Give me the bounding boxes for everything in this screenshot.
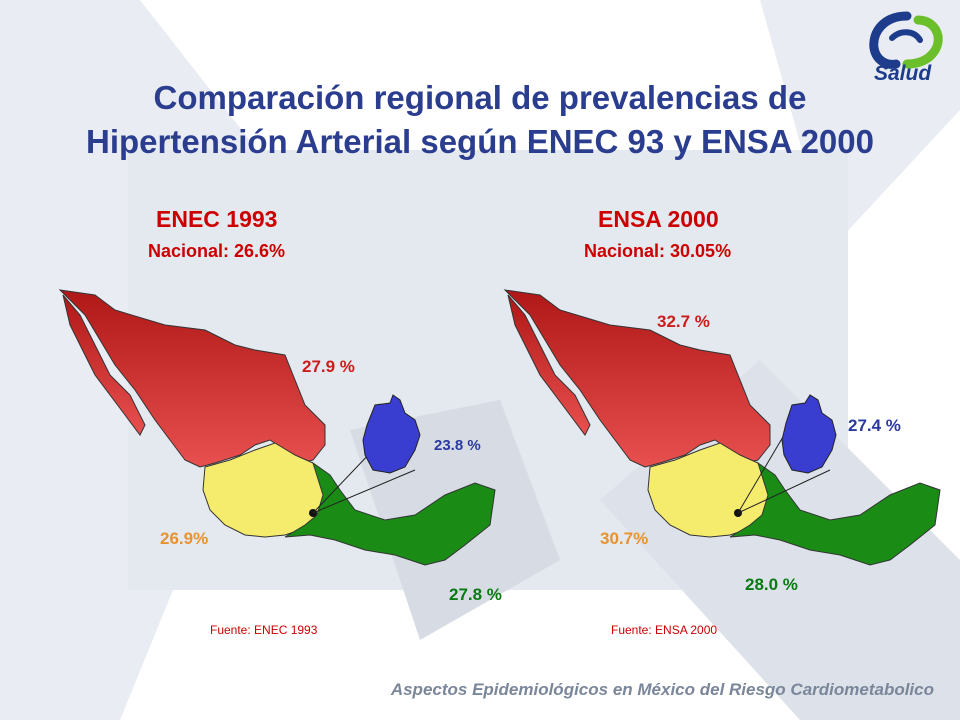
map2-capital-label: 27.4 % bbox=[848, 416, 901, 435]
region-capital bbox=[781, 394, 837, 474]
region-south bbox=[729, 461, 941, 566]
map-enec-1993 bbox=[58, 289, 496, 566]
map2-center-label: 30.7% bbox=[600, 529, 649, 548]
map2-source: Fuente: ENSA 2000 bbox=[611, 623, 718, 637]
map1-national-value: Nacional: 26.6% bbox=[148, 241, 286, 261]
region-capital bbox=[362, 394, 421, 474]
map1-source: Fuente: ENEC 1993 bbox=[210, 623, 318, 637]
map1-center-label: 26.9% bbox=[160, 529, 209, 548]
map2-survey-title: ENSA 2000 bbox=[598, 206, 719, 232]
slide-footer: Aspectos Epidemiológicos en México del R… bbox=[390, 680, 934, 699]
region-baja bbox=[62, 294, 146, 436]
map2-south-label: 28.0 % bbox=[745, 575, 798, 594]
title-line-2: Hipertensión Arterial según ENEC 93 y EN… bbox=[86, 123, 874, 160]
slide-title: Comparación regional de prevalencias de … bbox=[0, 76, 960, 164]
map2-national-value: Nacional: 30.05% bbox=[584, 241, 732, 261]
salud-logo-icon bbox=[869, 11, 943, 69]
map-ensa-2000 bbox=[503, 289, 941, 566]
region-south bbox=[284, 461, 496, 566]
map2-north-label: 32.7 % bbox=[657, 312, 710, 331]
region-baja bbox=[507, 294, 591, 436]
logo-wordmark: Salud bbox=[874, 62, 932, 85]
map1-south-label: 27.8 % bbox=[449, 585, 502, 604]
title-line-1: Comparación regional de prevalencias de bbox=[153, 79, 807, 116]
map1-survey-title: ENEC 1993 bbox=[156, 206, 278, 232]
map1-capital-label: 23.8 % bbox=[434, 437, 481, 454]
map1-north-label: 27.9 % bbox=[302, 357, 355, 376]
